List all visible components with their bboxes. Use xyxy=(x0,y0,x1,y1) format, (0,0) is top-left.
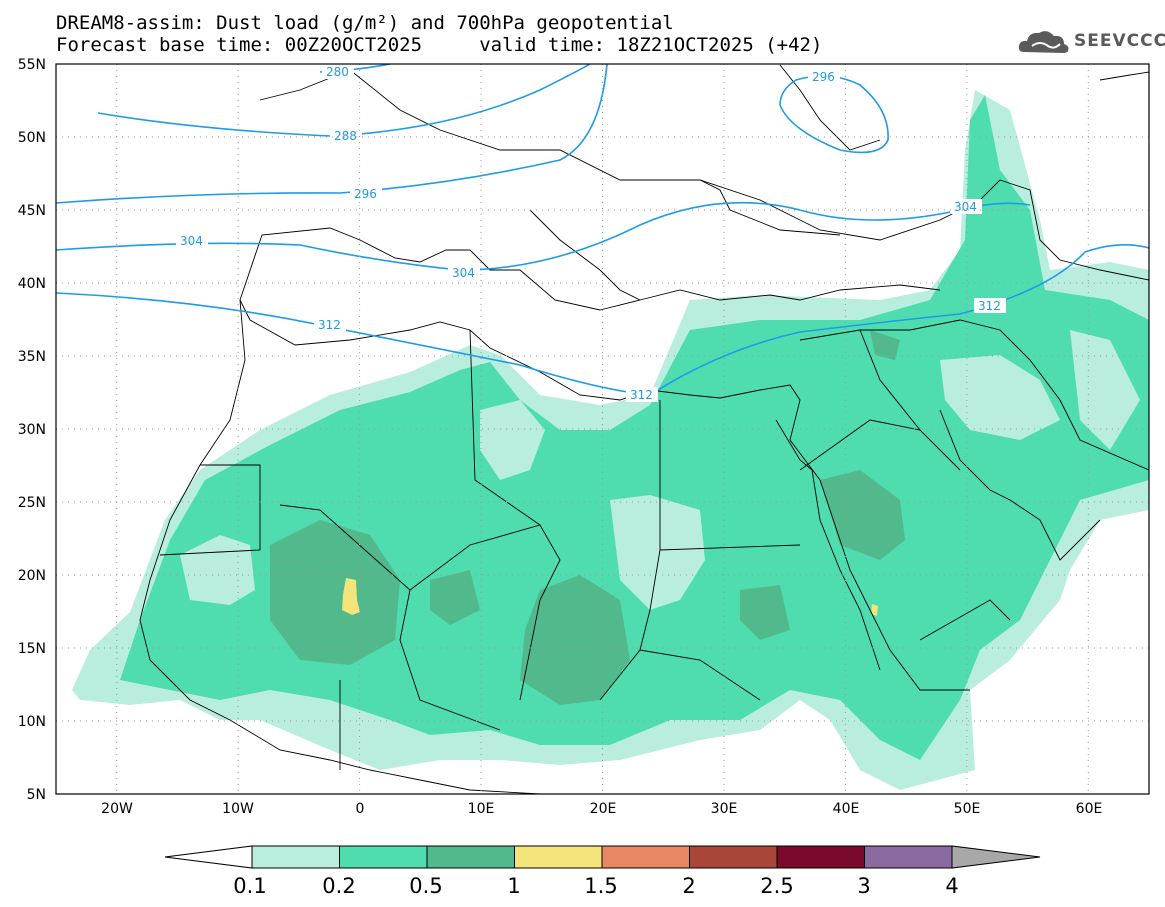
graticule xyxy=(56,64,1149,794)
forecast-time-line: Forecast base time: 00Z20OCT2025 valid t… xyxy=(56,34,823,56)
dust-area-dark xyxy=(820,470,905,560)
dust-area-max xyxy=(342,578,360,615)
lat-label: 5N xyxy=(27,787,46,803)
lat-label: 55N xyxy=(18,57,46,73)
contour-label-312: 312 xyxy=(978,299,1001,313)
lat-label: 10N xyxy=(18,714,46,730)
dust-hole xyxy=(940,355,1060,440)
colorbar-swatch xyxy=(776,845,865,869)
coastlines xyxy=(139,64,1149,794)
lon-label: 20W xyxy=(101,801,133,817)
contour-label-304: 304 xyxy=(452,266,475,280)
contour-label-280: 280 xyxy=(326,65,349,79)
colorbar-label: 2.5 xyxy=(760,874,793,898)
colorbar-high-triangle xyxy=(951,845,1041,869)
latitude-labels: 55N 50N 45N 40N 35N 30N 25N 20N 15N 10N … xyxy=(18,57,46,803)
dust-area-dark xyxy=(430,570,480,625)
lat-label: 25N xyxy=(18,495,46,511)
geopotential-contours xyxy=(56,64,1149,396)
contour-label-296: 296 xyxy=(812,70,835,84)
colorbar-label: 1.5 xyxy=(584,874,617,898)
dust-area-dark xyxy=(870,330,900,360)
lat-label: 35N xyxy=(18,349,46,365)
dust-field xyxy=(72,90,1149,790)
dust-hole xyxy=(480,400,545,480)
contour-label-296: 296 xyxy=(354,187,377,201)
colorbar-low-triangle xyxy=(164,845,253,869)
lat-label: 20N xyxy=(18,568,46,584)
colorbar: 0.1 0.2 0.5 1 1.5 2 2.5 3 4 xyxy=(164,845,1041,898)
dust-hole xyxy=(180,535,255,605)
colorbar-label: 3 xyxy=(857,874,870,898)
colorbar-label: 1 xyxy=(507,874,520,898)
lon-label: 60E xyxy=(1076,801,1103,817)
colorbar-swatch xyxy=(426,845,515,869)
lon-label: 0 xyxy=(356,801,365,817)
contour-label-304: 304 xyxy=(180,234,203,248)
lon-label: 10W xyxy=(222,801,254,817)
dust-hole xyxy=(1070,330,1140,450)
map-frame xyxy=(55,63,1150,795)
cloud-logo-icon xyxy=(1018,31,1069,53)
lon-label: 30E xyxy=(711,801,738,817)
dust-area-dark xyxy=(740,585,790,640)
colorbar-label: 0.1 xyxy=(233,874,266,898)
colorbar-swatch xyxy=(514,845,603,869)
dust-area-dark xyxy=(270,520,400,665)
contour-labels: 280 288 296 304 304 304 312 312 312 296 xyxy=(176,64,1006,402)
dust-area-max xyxy=(871,604,878,616)
contour-label-288: 288 xyxy=(334,129,357,143)
contour-label-312: 312 xyxy=(630,388,653,402)
lon-label: 10E xyxy=(468,801,495,817)
colorbar-label: 0.2 xyxy=(322,874,355,898)
lat-label: 45N xyxy=(18,203,46,219)
lon-label: 40E xyxy=(833,801,860,817)
dust-area-dark xyxy=(520,575,630,705)
colorbar-swatch xyxy=(251,845,340,869)
lat-label: 30N xyxy=(18,422,46,438)
logo-text: SEEVCCC xyxy=(1074,31,1165,51)
contour-label-312: 312 xyxy=(318,318,341,332)
colorbar-label: 4 xyxy=(945,874,958,898)
longitude-labels: 20W 10W 0 10E 20E 30E 40E 50E 60E xyxy=(101,801,1102,817)
map-title: DREAM8-assim: Dust load (g/m²) and 700hP… xyxy=(56,12,674,34)
colorbar-swatch xyxy=(601,845,690,869)
colorbar-swatch xyxy=(864,845,953,869)
colorbar-label: 0.5 xyxy=(409,874,442,898)
colorbar-swatch xyxy=(339,845,428,869)
contour-label-304: 304 xyxy=(954,200,977,214)
lon-label: 20E xyxy=(590,801,617,817)
lon-label: 50E xyxy=(954,801,981,817)
lat-label: 15N xyxy=(18,641,46,657)
lat-label: 50N xyxy=(18,130,46,146)
lat-label: 40N xyxy=(18,276,46,292)
colorbar-label: 2 xyxy=(682,874,695,898)
dust-hole xyxy=(610,495,705,610)
colorbar-swatch xyxy=(689,845,778,869)
